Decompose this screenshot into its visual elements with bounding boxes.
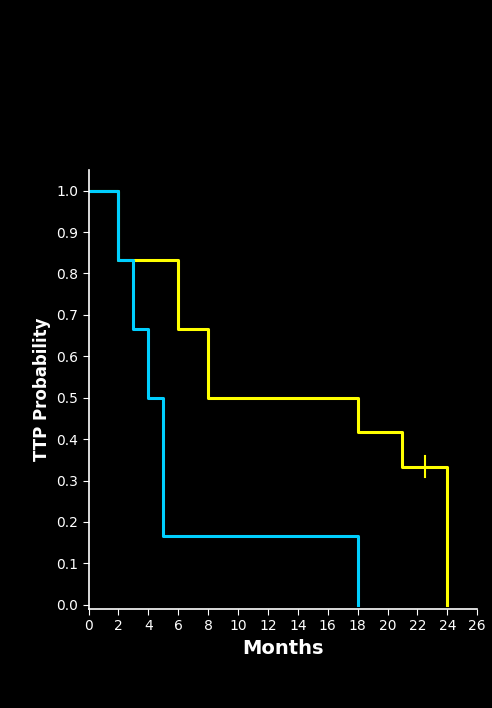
X-axis label: Months: Months [242,639,324,658]
Y-axis label: TTP Probability: TTP Probability [32,318,51,461]
